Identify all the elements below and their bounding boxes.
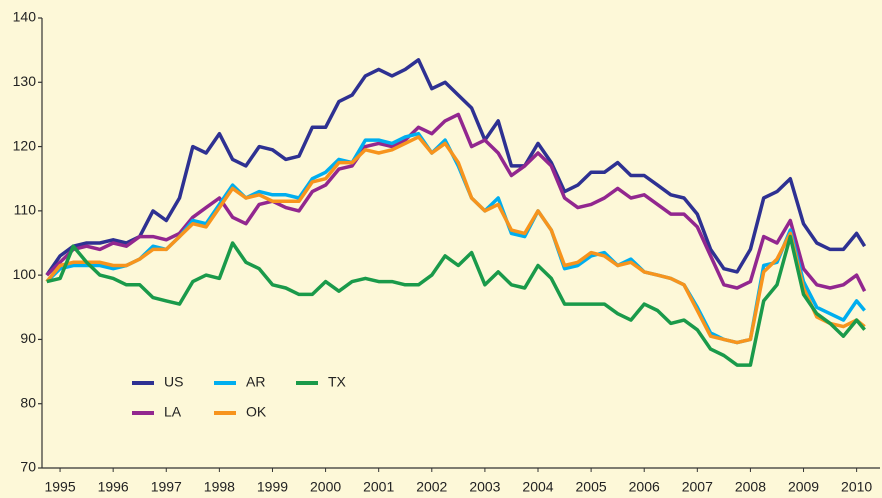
legend-label: US <box>164 374 183 390</box>
y-tick-label: 80 <box>20 394 36 410</box>
y-tick-label: 100 <box>13 266 37 282</box>
x-tick-label: 2007 <box>682 479 713 495</box>
series-line <box>45 58 867 277</box>
x-tick-label: 2002 <box>416 479 447 495</box>
y-tick-label: 140 <box>13 9 37 25</box>
x-tick-label: 2010 <box>841 479 872 495</box>
x-tick-label: 1997 <box>151 479 182 495</box>
legend-label: AR <box>246 374 265 390</box>
y-tick-label: 90 <box>20 330 36 346</box>
x-tick-label: 2003 <box>469 479 500 495</box>
y-tick-label: 110 <box>14 202 37 218</box>
legend-label: LA <box>164 404 182 420</box>
x-tick-label: 2009 <box>788 479 819 495</box>
y-tick-label: 130 <box>13 73 37 89</box>
x-tick-label: 1998 <box>204 479 235 495</box>
x-tick-label: 2004 <box>522 479 553 495</box>
x-tick-label: 1995 <box>44 479 75 495</box>
series-line <box>46 234 866 367</box>
x-tick-label: 1999 <box>257 479 288 495</box>
x-tick-label: 2001 <box>363 479 394 495</box>
legend-label: OK <box>246 404 267 420</box>
x-tick-label: 2000 <box>310 479 341 495</box>
x-tick-label: 1996 <box>98 479 129 495</box>
x-tick-label: 2006 <box>629 479 660 495</box>
legend-label: TX <box>328 374 347 390</box>
x-tick-label: 2005 <box>576 479 607 495</box>
series-line <box>45 112 867 292</box>
y-tick-label: 120 <box>13 137 37 153</box>
y-tick-label: 70 <box>20 459 36 475</box>
series-line <box>45 135 866 345</box>
x-tick-label: 2008 <box>735 479 766 495</box>
